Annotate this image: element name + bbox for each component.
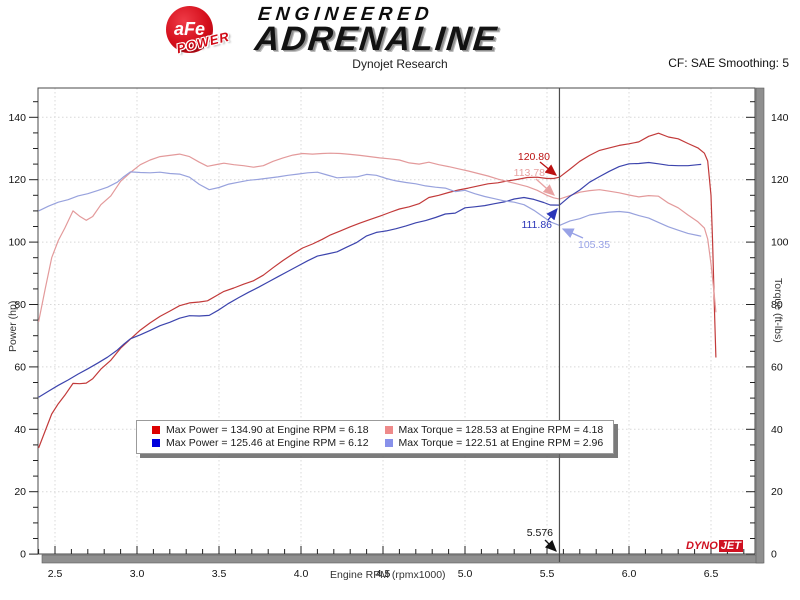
y-tick-label-right: 20 <box>771 486 783 498</box>
y-tick-label-left: 140 <box>8 112 26 124</box>
legend-swatch-salmon-icon <box>384 426 393 434</box>
x-tick-label: 5.5 <box>540 568 555 580</box>
annotation-arrow <box>546 207 558 221</box>
annotation-arrow <box>535 178 555 196</box>
y-tick-label-left: 0 <box>20 549 26 561</box>
y-tick-label-left: 120 <box>8 174 26 186</box>
x-tick-label: 6.5 <box>704 568 719 580</box>
legend-item-max-torque-afe: Max Torque = 128.53 at Engine RPM = 4.18 <box>384 424 604 436</box>
y-tick-label-left: 60 <box>14 361 26 373</box>
x-axis-title: Engine RPM (rpmx1000) <box>330 569 446 581</box>
correction-factor-note: CF: SAE Smoothing: 5 <box>668 56 789 70</box>
y-tick-label-left: 80 <box>14 299 26 311</box>
y-tick-label-right: 80 <box>771 299 783 311</box>
y-tick-label-left: 40 <box>14 424 26 436</box>
legend-label: Max Torque = 122.51 at Engine RPM = 2.96 <box>398 437 604 449</box>
legend-label: Max Power = 134.90 at Engine RPM = 6.18 <box>166 424 369 436</box>
dynojet-logo-dyno: DYNO <box>686 540 718 552</box>
y-tick-label-right: 140 <box>771 112 789 124</box>
legend-label: Max Torque = 128.53 at Engine RPM = 4.18 <box>398 424 604 436</box>
annotation-arrow <box>539 161 558 176</box>
annotation-arrow <box>561 228 584 239</box>
y-tick-label-right: 40 <box>771 424 783 436</box>
cursor-value-torque-stock: 105.35 <box>578 239 611 251</box>
y-tick-label-left: 20 <box>14 486 26 498</box>
legend-item-max-power-stock: Max Power = 125.46 at Engine RPM = 6.12 <box>152 437 369 449</box>
cursor-rpm-label: 5.576 <box>526 527 553 539</box>
y-axis-title-torque: Torque (ft-lbs) <box>772 278 784 343</box>
y-tick-label-right: 120 <box>771 174 789 186</box>
y-tick-label-right: 0 <box>771 549 777 561</box>
dynojet-logo: DYNO JET <box>686 540 743 552</box>
legend-box: Max Power = 134.90 at Engine RPM = 6.18 … <box>136 420 615 454</box>
gridlines <box>38 88 755 554</box>
chart-title: Dynojet Research <box>352 57 448 71</box>
legend-label: Max Power = 125.46 at Engine RPM = 6.12 <box>166 437 369 449</box>
x-tick-label: 6.0 <box>622 568 637 580</box>
x-tick-label: 2.5 <box>48 568 63 580</box>
cursor-value-torque-afe: 113.78 <box>513 167 545 179</box>
legend-swatch-blue-icon <box>152 439 160 447</box>
plot-frame <box>37 87 765 564</box>
afe-logo-text: aFe <box>173 19 206 39</box>
legend-item-max-power-afe: Max Power = 134.90 at Engine RPM = 6.18 <box>152 424 369 436</box>
afe-adrenaline-logo: aFe ® POWER ENGINEERED ADRENALINE <box>160 2 660 64</box>
registered-mark: ® <box>206 9 211 15</box>
tick-labels: 0 0 20 20 40 40 60 60 80 80 100 100 120 120 140 140 2.5 3… <box>8 112 788 580</box>
legend-swatch-lightblue-icon <box>384 439 393 447</box>
axis-ticks <box>29 101 755 555</box>
x-tick-label: 4.0 <box>294 568 309 580</box>
dyno-curves <box>38 132 717 449</box>
y-tick-label-left: 100 <box>8 237 26 249</box>
annotation-arrow <box>544 539 557 552</box>
y-tick-label-right: 60 <box>771 361 783 373</box>
cursor-value-power-afe: 120.80 <box>517 151 550 163</box>
x-tick-label: 3.0 <box>130 568 145 580</box>
y-tick-label-right: 100 <box>771 237 789 249</box>
curve-power-stock <box>38 161 702 398</box>
afe-power-logo-icon: aFe ® <box>166 6 213 53</box>
legend-item-max-torque-stock: Max Torque = 122.51 at Engine RPM = 2.96 <box>384 437 604 449</box>
x-tick-label: 3.5 <box>212 568 227 580</box>
curve-torque-afe <box>38 152 717 322</box>
x-tick-label: 5.0 <box>458 568 473 580</box>
dynojet-logo-jet: JET <box>718 540 743 552</box>
cursor-value-power-stock: 111.86 <box>521 219 552 231</box>
curve-torque-stock <box>38 171 702 237</box>
curve-power-afe <box>38 132 717 449</box>
legend-swatch-red-icon <box>152 426 160 434</box>
y-axis-title-power: Power (hp) <box>7 300 19 352</box>
x-tick-label: 4.5 <box>376 568 391 580</box>
